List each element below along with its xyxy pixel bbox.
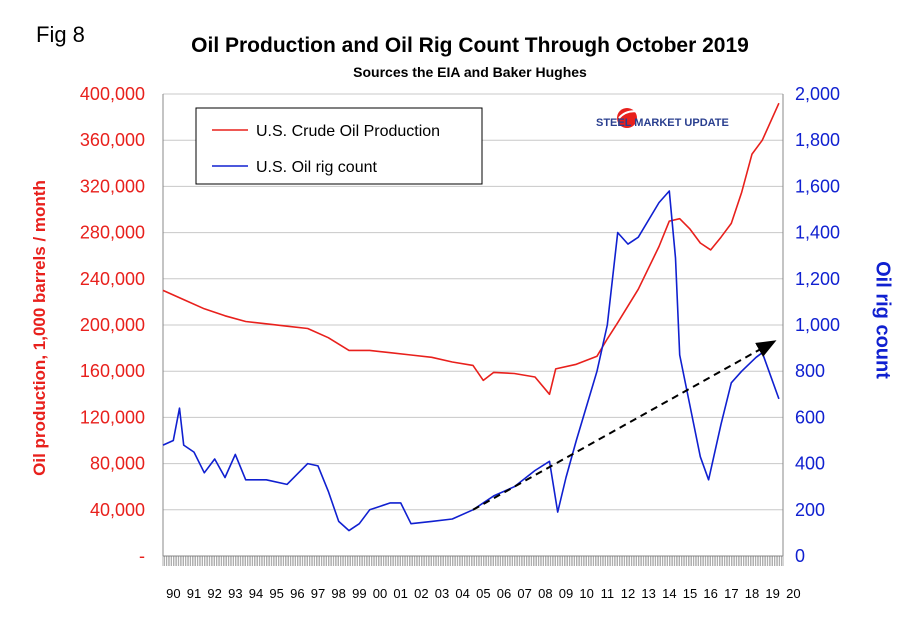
- y-right-tick-label: 1,800: [795, 130, 840, 150]
- x-tick-label: 98: [331, 586, 345, 601]
- y-right-tick-label: 1,400: [795, 223, 840, 243]
- y-right-tick-label: 2,000: [795, 84, 840, 104]
- x-tick-label: 15: [683, 586, 697, 601]
- y-left-tick-label: 120,000: [80, 407, 145, 427]
- series-lines: [162, 102, 780, 532]
- x-tick-label: 11: [601, 586, 615, 601]
- chart-title: Oil Production and Oil Rig Count Through…: [191, 34, 749, 57]
- x-tick-label: 00: [373, 586, 387, 601]
- gridlines: [163, 93, 783, 511]
- brand-logo-mark: [617, 108, 637, 128]
- x-tick-label: 02: [414, 586, 428, 601]
- legend-label-production: U.S. Crude Oil Production: [256, 123, 440, 140]
- y-left-tick-label: 80,000: [90, 454, 145, 474]
- y-left-tick-label: 280,000: [80, 223, 145, 243]
- y-left-tick-label: 360,000: [80, 130, 145, 150]
- y-left-tick-label: 40,000: [90, 500, 145, 520]
- x-tick-label: 95: [269, 586, 283, 601]
- y-left-tick-label: 200,000: [80, 315, 145, 335]
- brand-logo: STEEL MARKET UPDATE: [596, 108, 729, 129]
- x-tick-label: 12: [621, 586, 635, 601]
- y-axis-left-ticks: - 40,000 80,000 120,000 160,000 200,000 240,00…: [80, 84, 145, 566]
- x-tick-label: 93: [228, 586, 242, 601]
- x-tick-label: 09: [559, 586, 573, 601]
- x-tick-label: 20: [786, 586, 800, 601]
- x-tick-label: 90: [166, 586, 180, 601]
- x-axis-ticks: 90 91 92 93 94 95 96 97 98 99 00 01 02 03 04 05 06 07 08 09…: [166, 586, 800, 601]
- legend-box: [195, 107, 483, 185]
- y-left-tick-label: 320,000: [80, 176, 145, 196]
- y-axis-right-ticks: 0 200 400 600 800 1,000 1,200 1,400 1,600 1,800 2,…: [795, 84, 840, 566]
- y-left-tick-label: 400,000: [80, 84, 145, 104]
- y-right-tick-label: 1,200: [795, 269, 840, 289]
- x-tick-label: 99: [352, 586, 366, 601]
- figure-label: Fig 8: [36, 22, 85, 47]
- x-tick-label: 04: [455, 586, 469, 601]
- x-tick-label: 92: [207, 586, 221, 601]
- axes: [162, 94, 784, 566]
- brand-logo-text: STEEL MARKET UPDATE: [596, 117, 729, 129]
- x-tick-label: 13: [641, 586, 655, 601]
- y-left-tick-label: -: [139, 546, 145, 566]
- x-tick-label: 18: [745, 586, 759, 601]
- x-tick-label: 03: [435, 586, 449, 601]
- x-tick-label: 10: [579, 586, 593, 601]
- chart-subtitle: Sources the EIA and Baker Hughes: [353, 64, 587, 80]
- x-tick-label: 16: [703, 586, 717, 601]
- legend: U.S. Crude Oil Production U.S. Oil rig c…: [195, 107, 483, 185]
- y-right-tick-label: 0: [795, 546, 805, 566]
- trend-arrow: [472, 340, 777, 511]
- x-tick-label: 01: [393, 586, 407, 601]
- x-tick-label: 08: [538, 586, 552, 601]
- x-tick-label: 05: [476, 586, 490, 601]
- series-line-production: [162, 102, 780, 396]
- y-right-tick-label: 400: [795, 454, 825, 474]
- y-right-tick-label: 600: [795, 407, 825, 427]
- y-right-tick-label: 200: [795, 500, 825, 520]
- x-tick-label: 97: [311, 586, 325, 601]
- x-tick-label: 94: [249, 586, 263, 601]
- y-right-tick-label: 1,000: [795, 315, 840, 335]
- series-line-rig-count: [162, 190, 780, 532]
- x-tick-label: 14: [662, 586, 676, 601]
- y-left-tick-label: 240,000: [80, 269, 145, 289]
- x-tick-label: 06: [497, 586, 511, 601]
- x-tick-label: 07: [517, 586, 531, 601]
- x-tick-label: 96: [290, 586, 304, 601]
- legend-label-rig: U.S. Oil rig count: [256, 159, 377, 176]
- y-left-tick-label: 160,000: [80, 361, 145, 381]
- x-tick-label: 91: [187, 586, 201, 601]
- x-tick-label: 17: [724, 586, 738, 601]
- y-right-tick-label: 1,600: [795, 176, 840, 196]
- x-tick-label: 19: [765, 586, 779, 601]
- y-right-tick-label: 800: [795, 361, 825, 381]
